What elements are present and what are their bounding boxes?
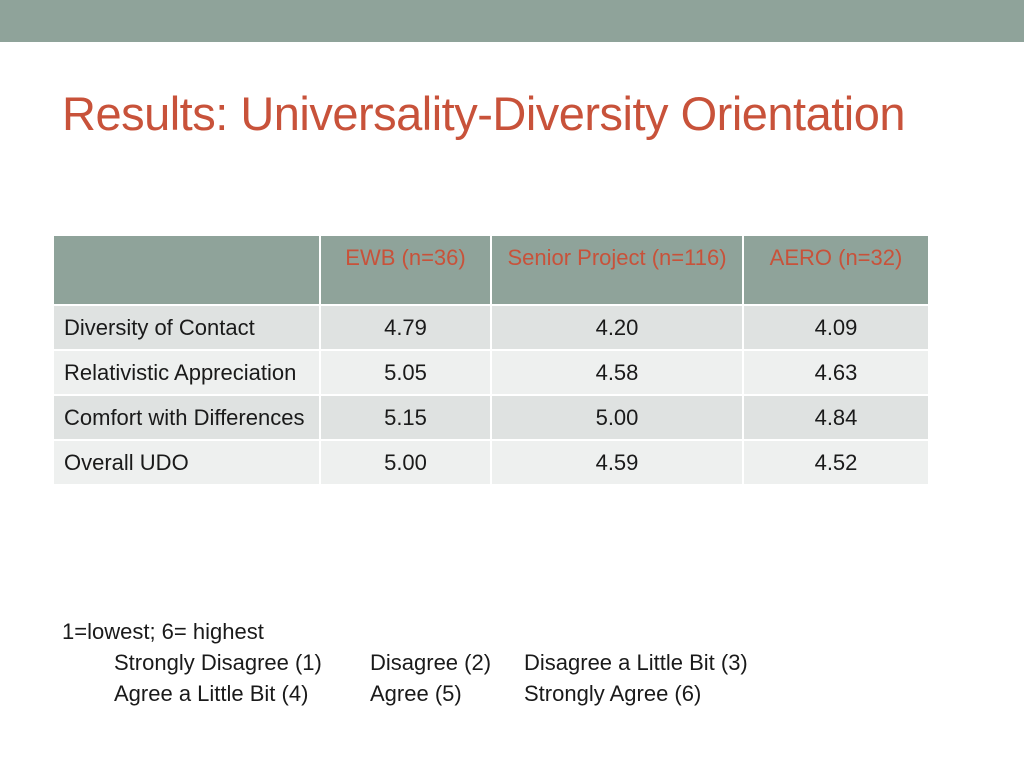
table-row: Relativistic Appreciation 5.05 4.58 4.63 (52, 349, 930, 396)
scale-row-agree: Agree a Little Bit (4) Agree (5) Strongl… (62, 678, 748, 709)
scale-row-disagree: Strongly Disagree (1) Disagree (2) Disag… (62, 647, 748, 678)
table-row: Overall UDO 5.00 4.59 4.52 (52, 439, 930, 486)
cell-value: 5.00 (319, 439, 492, 486)
cell-value: 4.09 (742, 304, 930, 351)
row-label: Comfort with Differences (52, 394, 321, 441)
header-senior-project: Senior Project (n=116) (490, 234, 744, 306)
header-ewb: EWB (n=36) (319, 234, 492, 306)
scale-item: Agree (5) (370, 681, 462, 706)
row-label: Overall UDO (52, 439, 321, 486)
row-label: Diversity of Contact (52, 304, 321, 351)
cell-value: 4.20 (490, 304, 744, 351)
row-label: Relativistic Appreciation (52, 349, 321, 396)
table-header-row: EWB (n=36) Senior Project (n=116) AERO (… (52, 234, 930, 306)
scale-item: Strongly Agree (6) (524, 681, 702, 706)
cell-value: 5.00 (490, 394, 744, 441)
cell-value: 5.05 (319, 349, 492, 396)
scale-item: Agree a Little Bit (4) (114, 681, 309, 706)
cell-value: 4.59 (490, 439, 744, 486)
slide-title: Results: Universality-Diversity Orientat… (62, 87, 906, 140)
scale-item: Disagree (2) (370, 650, 492, 675)
results-table: EWB (n=36) Senior Project (n=116) AERO (… (52, 234, 930, 486)
scale-range: 1=lowest; 6= highest (62, 619, 264, 644)
cell-value: 4.52 (742, 439, 930, 486)
cell-value: 4.58 (490, 349, 744, 396)
top-band (0, 0, 1024, 42)
cell-value: 4.79 (319, 304, 492, 351)
header-aero: AERO (n=32) (742, 234, 930, 306)
cell-value: 5.15 (319, 394, 492, 441)
table-row: Diversity of Contact 4.79 4.20 4.09 (52, 304, 930, 351)
cell-value: 4.63 (742, 349, 930, 396)
cell-value: 4.84 (742, 394, 930, 441)
scale-item: Disagree a Little Bit (3) (524, 650, 748, 675)
scale-item: Strongly Disagree (1) (114, 650, 322, 675)
scale-legend: 1=lowest; 6= highest Strongly Disagree (… (62, 616, 748, 709)
table-row: Comfort with Differences 5.15 5.00 4.84 (52, 394, 930, 441)
header-stub (52, 234, 321, 306)
